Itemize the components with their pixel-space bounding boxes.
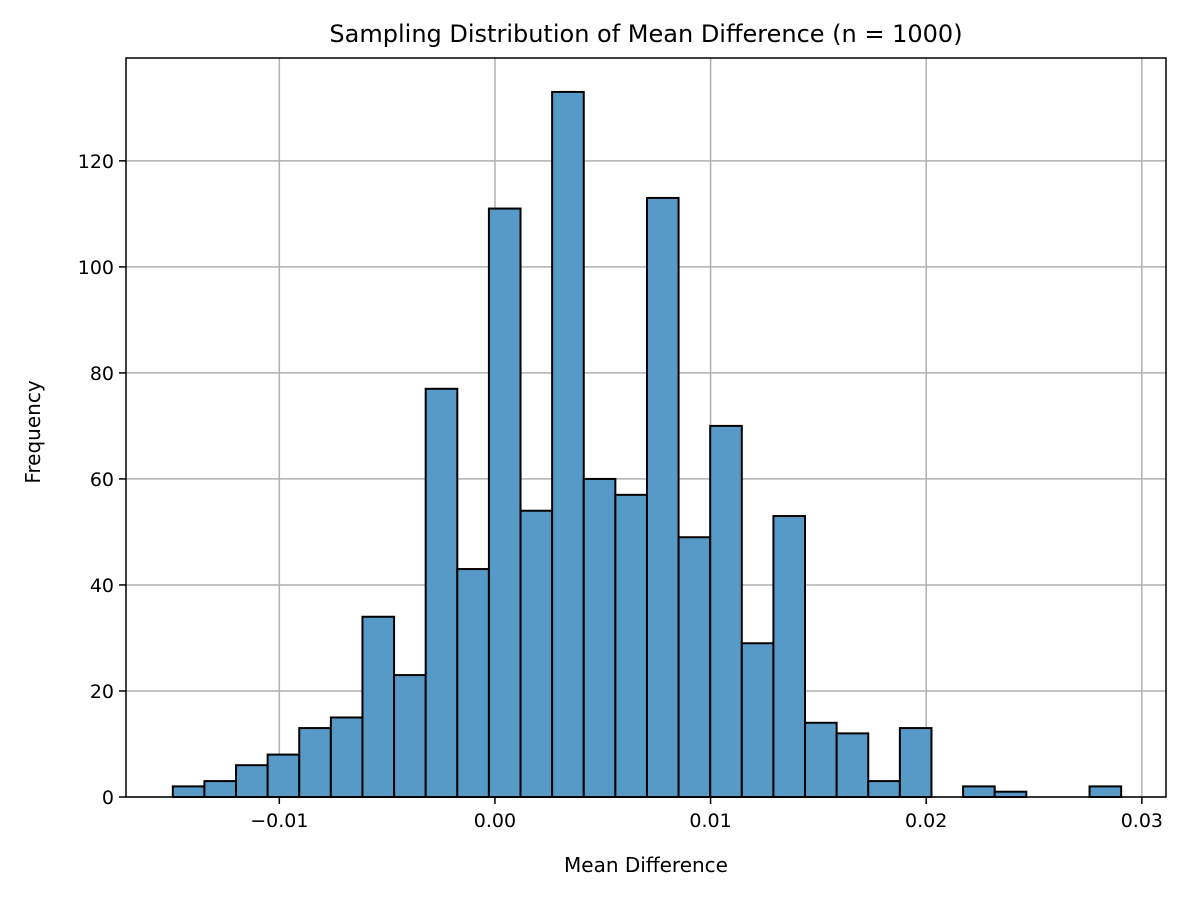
histogram-bar — [709, 424, 743, 798]
y-axis-label: Frequency — [21, 380, 45, 483]
histogram-bar — [993, 790, 1028, 799]
chart-title: Sampling Distribution of Mean Difference… — [329, 20, 962, 48]
x-tick-label: 0.03 — [1121, 810, 1163, 832]
histogram-bar — [266, 753, 301, 798]
x-tick-label: 0.00 — [474, 810, 516, 832]
x-axis-label: Mean Difference — [564, 853, 728, 877]
x-tick-label: −0.01 — [250, 810, 308, 832]
histogram-bar — [804, 721, 838, 798]
histogram-bar — [582, 477, 617, 798]
histogram-bar — [235, 764, 269, 799]
x-tick-label: 0.01 — [689, 810, 731, 832]
histogram-bar — [645, 196, 680, 798]
ticks: −0.01 0.00 0.01 0.02 0.03 0 20 40 60 80 100 120 — [78, 151, 1163, 832]
y-tick-label: 80 — [90, 363, 114, 385]
histogram-bar — [361, 615, 396, 798]
histogram-bar — [203, 780, 238, 799]
bars — [171, 90, 1123, 799]
histogram-bar — [329, 716, 364, 799]
y-tick-label: 40 — [90, 575, 114, 597]
histogram-bar — [835, 732, 870, 799]
y-tick-label: 20 — [90, 681, 114, 703]
histogram-bar — [298, 727, 332, 798]
y-tick-label: 100 — [78, 257, 114, 279]
histogram-bar — [519, 509, 554, 798]
histogram-bar — [456, 568, 490, 799]
x-tick-label: 0.02 — [905, 810, 947, 832]
y-tick-label: 0 — [102, 787, 114, 809]
y-tick-label: 60 — [90, 469, 114, 491]
histogram-bar — [677, 536, 712, 799]
histogram-bar — [1088, 785, 1123, 798]
y-tick-label: 120 — [78, 151, 114, 173]
histogram-bar — [171, 785, 206, 798]
plot-frame — [125, 57, 1167, 798]
histogram-bar — [551, 90, 585, 798]
histogram-bar — [393, 674, 427, 799]
histogram-bar — [898, 727, 933, 798]
histogram-bar — [424, 387, 459, 798]
histogram-bar — [962, 785, 996, 798]
histogram-bar — [772, 515, 807, 798]
histogram-bar — [614, 493, 648, 798]
histogram-bar — [487, 207, 522, 798]
histogram-bar — [867, 780, 901, 799]
histogram-bar — [740, 642, 775, 799]
